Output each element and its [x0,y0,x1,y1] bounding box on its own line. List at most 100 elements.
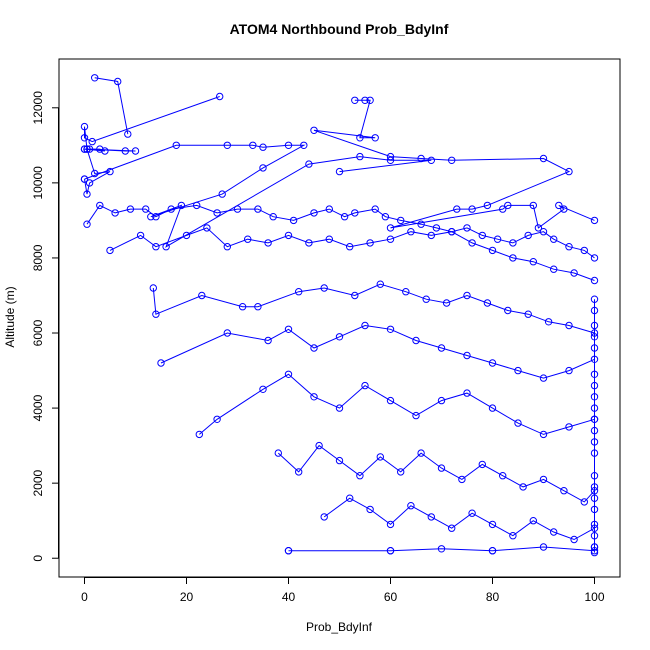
data-point [218,190,226,198]
data-point [351,291,359,300]
data-point [386,325,395,333]
series-line [84,148,136,195]
data-point [193,201,201,210]
x-tick-label: 0 [81,590,88,604]
data-point [152,310,160,318]
data-point [80,145,89,153]
data-point [463,224,471,232]
data-point [376,280,384,288]
data-point [325,235,333,243]
data-point [101,147,109,155]
data-point [590,321,599,330]
y-tick-label: 12000 [31,91,45,125]
series-line [323,497,595,541]
data-point [335,333,344,341]
series-6 [106,224,599,285]
data-point [289,216,298,225]
x-tick-label: 80 [486,590,500,604]
data-point [493,235,502,243]
x-tick-label: 60 [384,590,398,604]
data-point [448,156,456,165]
data-point [504,306,512,315]
data-point [386,152,395,161]
data-point [590,438,599,446]
series-2 [80,145,140,198]
data-point [121,147,130,155]
data-point [340,213,349,221]
data-point [259,143,267,151]
series-12 [284,543,599,557]
data-point [361,96,369,105]
y-axis: 0 2000 4000 6000 8000 10000 12000 [31,91,59,562]
data-point [448,228,456,236]
data-point [177,201,186,210]
data-point [463,351,471,360]
data-point [488,547,497,555]
y-tick-label: 4000 [31,394,45,421]
data-point [427,231,435,240]
data-point [366,505,374,514]
data-point [478,460,486,469]
data-point [88,137,96,146]
series-line [152,283,595,334]
data-point [539,154,548,163]
data-point [412,411,420,420]
data-point [157,359,165,367]
data-point [570,269,578,277]
data-point [519,483,527,491]
data-point [499,205,507,213]
y-tick-label: 10000 [31,166,45,200]
data-point [111,209,119,217]
data-point [504,201,512,210]
data-point [346,494,354,502]
data-point [417,154,425,163]
data-point [264,239,272,247]
data-point [244,235,252,243]
data-point [432,224,441,232]
data-point [590,415,599,423]
series-line [94,77,129,135]
data-point [539,475,548,484]
series-13 [590,295,599,551]
series-line [313,99,595,229]
data-point [488,520,497,529]
series-5 [83,201,599,262]
data-point [529,201,537,210]
data-point [590,543,599,551]
data-point [136,231,145,240]
data-point [305,239,313,247]
data-point [259,164,267,172]
data-point [550,265,558,273]
data-point [442,299,451,307]
data-point [590,381,599,390]
data-point [300,141,308,150]
data-point [565,243,573,251]
data-point [590,306,599,315]
data-point [259,385,267,393]
data-point [284,231,293,240]
data-point [198,291,206,300]
data-point [524,310,532,318]
data-point [514,419,522,427]
series-line [86,204,595,259]
data-point [106,167,114,176]
data-point [463,389,471,397]
data-point [397,468,405,476]
data-point [264,336,272,345]
data-point [83,145,91,153]
data-point [386,520,395,529]
series-8 [157,321,599,382]
data-point [356,152,364,161]
data-point [249,141,257,150]
data-point [468,239,476,247]
data-point [182,231,191,240]
data-point [386,396,395,405]
data-point [335,404,344,412]
data-point [590,520,599,529]
x-tick-label: 20 [180,590,194,604]
data-point [91,169,99,178]
data-point [565,321,573,330]
data-point [366,239,374,247]
data-point [427,156,435,165]
